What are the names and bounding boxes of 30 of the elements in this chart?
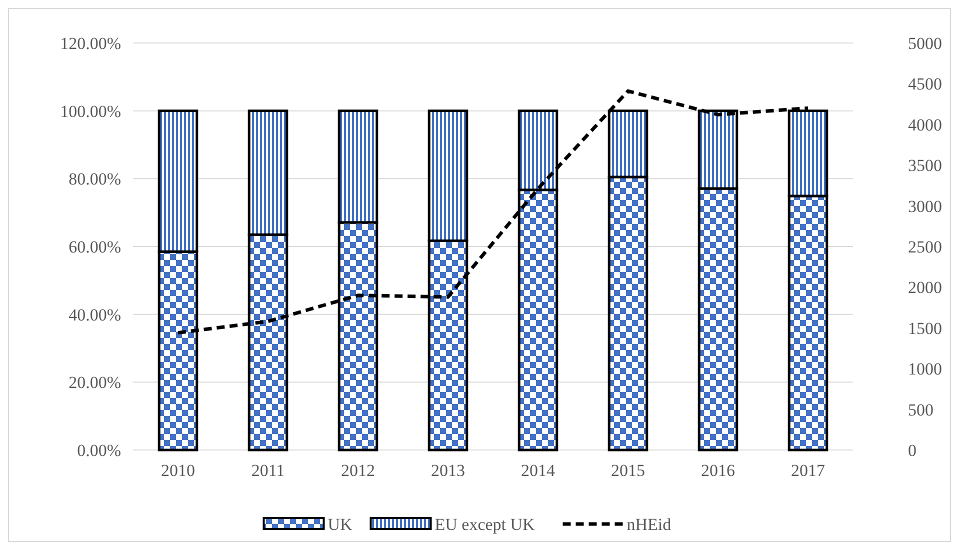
x-tick-label: 2011 bbox=[251, 461, 285, 480]
y2-tick-label: 5000 bbox=[908, 34, 942, 53]
x-tick-label: 2015 bbox=[611, 461, 645, 480]
legend-label: EU except UK bbox=[434, 514, 536, 534]
line-series bbox=[176, 89, 810, 335]
y2-tick-label: 1000 bbox=[908, 360, 942, 379]
x-tick-label: 2013 bbox=[431, 461, 465, 480]
y-tick-label: 0.00% bbox=[77, 440, 121, 460]
x-tick-label: 2010 bbox=[161, 461, 195, 480]
y2-tick-label: 500 bbox=[908, 400, 934, 420]
y-tick-label: 40.00% bbox=[68, 305, 121, 324]
x-tick-label: 2016 bbox=[701, 461, 735, 480]
x-tick-label: 2012 bbox=[341, 461, 375, 480]
y-tick-label: 20.00% bbox=[68, 373, 121, 392]
y2-tick-label: 3500 bbox=[908, 156, 942, 176]
y2-tick-label: 3000 bbox=[908, 196, 942, 216]
y2-tick-label: 4500 bbox=[908, 74, 942, 94]
y2-tick-label: 1500 bbox=[908, 318, 942, 338]
y-tick-label: 100.00% bbox=[60, 102, 121, 121]
y2-tick-label: 2500 bbox=[908, 237, 942, 256]
y-tick-label: 80.00% bbox=[68, 170, 121, 189]
y2-tick-label: 0 bbox=[908, 440, 916, 460]
y2-tick-label: 4000 bbox=[908, 115, 942, 134]
legend-label: UK bbox=[328, 514, 354, 534]
y2-tick-label: 2000 bbox=[908, 278, 942, 298]
legend-label: nHEid bbox=[626, 514, 672, 534]
y-tick-label: 120.00% bbox=[60, 34, 121, 53]
x-tick-label: 2014 bbox=[521, 461, 556, 480]
x-tick-label: 2017 bbox=[791, 461, 826, 480]
y-tick-label: 60.00% bbox=[68, 237, 121, 256]
